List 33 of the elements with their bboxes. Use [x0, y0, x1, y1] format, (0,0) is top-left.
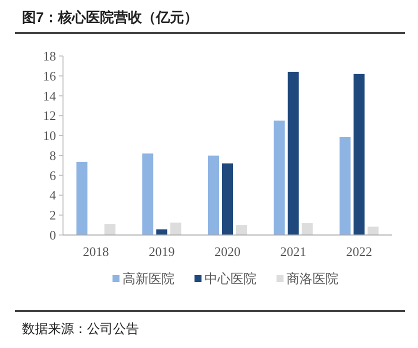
bar — [236, 225, 247, 235]
source-note: 数据来源：公司公告 — [22, 321, 139, 336]
legend-label: 商洛医院 — [286, 271, 338, 286]
x-tick-label: 2020 — [214, 244, 240, 259]
x-tick-label: 2018 — [82, 244, 109, 259]
bar — [170, 222, 182, 235]
chart-title: 图7：核心医院营收（亿元） — [22, 9, 198, 25]
x-tick-label: 2021 — [280, 244, 306, 259]
y-tick-label: 2 — [50, 208, 56, 223]
y-tick-label: 12 — [43, 108, 56, 124]
y-tick-label: 6 — [50, 168, 56, 183]
bar — [354, 74, 365, 235]
bar — [340, 136, 351, 235]
y-tick-label: 16 — [43, 68, 56, 84]
bar — [76, 162, 88, 235]
bar — [288, 72, 299, 235]
x-tick-label: 2019 — [148, 244, 175, 259]
y-tick-label: 14 — [43, 88, 56, 104]
y-tick-label: 18 — [43, 48, 56, 64]
bar — [222, 163, 233, 235]
bar — [104, 224, 116, 235]
y-tick-label: 8 — [50, 148, 56, 163]
bar — [274, 120, 285, 235]
bar — [208, 156, 219, 235]
y-tick-label: 0 — [50, 228, 56, 242]
y-tick-label: 10 — [43, 128, 56, 144]
legend-label: 高新医院 — [122, 271, 174, 286]
bar — [302, 223, 313, 235]
bar — [142, 153, 154, 235]
legend-label: 中心医院 — [204, 271, 256, 286]
y-tick-label: 4 — [50, 188, 56, 203]
bar — [368, 226, 379, 235]
x-tick-label: 2022 — [346, 244, 372, 259]
